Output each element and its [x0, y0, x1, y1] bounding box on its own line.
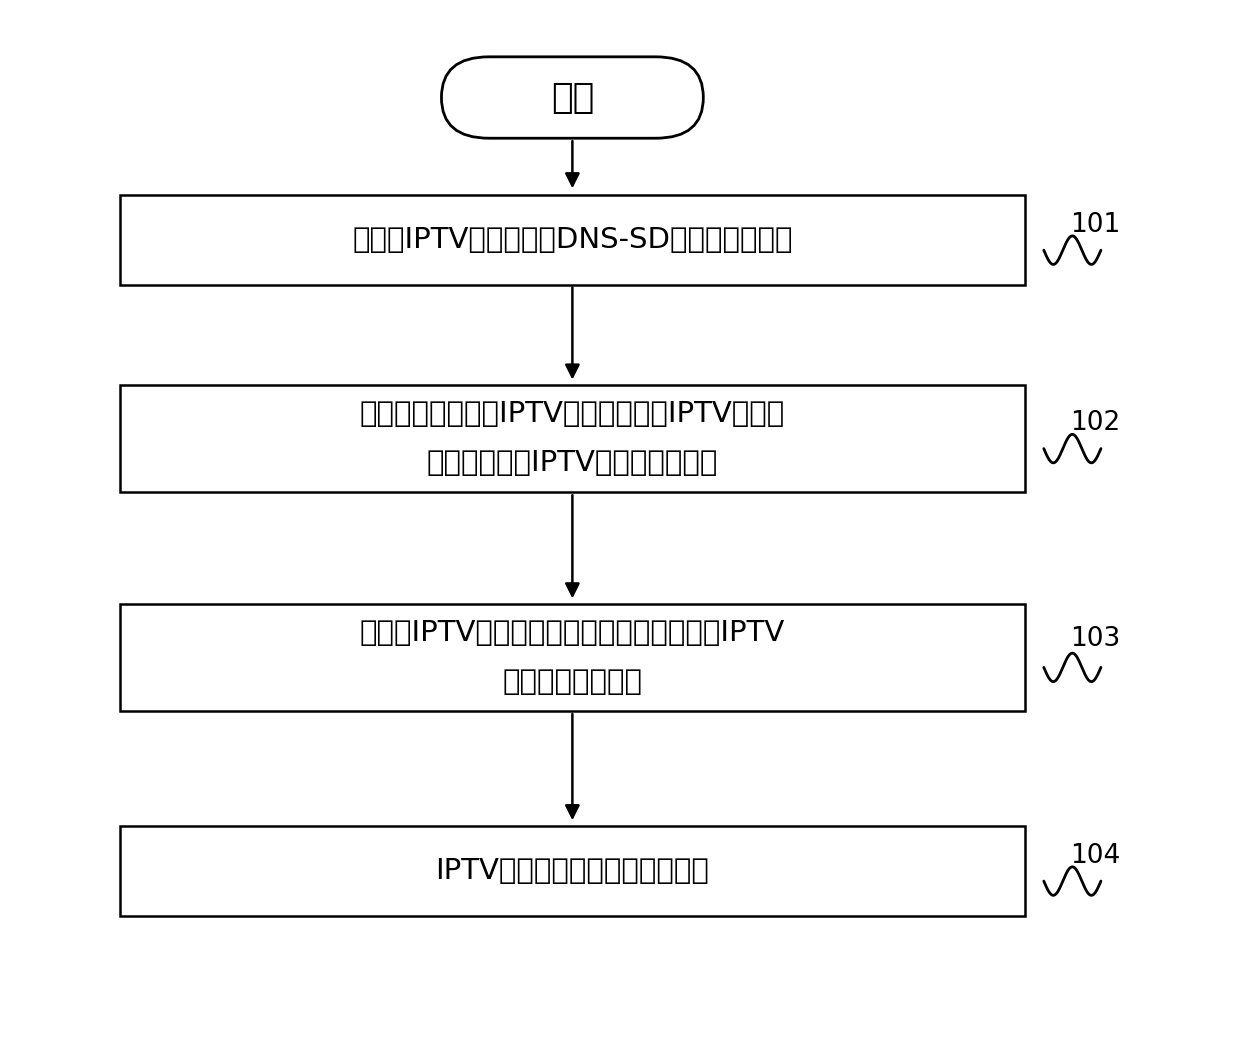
Text: 接收到IPTV终端发送的DNS-SD协议的查询报文: 接收到IPTV终端发送的DNS-SD协议的查询报文: [352, 226, 792, 254]
Text: 101: 101: [1070, 212, 1120, 237]
Text: 终端发送配置信息: 终端发送配置信息: [502, 668, 642, 695]
Text: 102: 102: [1070, 410, 1120, 436]
Bar: [120, 385, 1024, 492]
Text: IPTV终端根据配置信息进行配置: IPTV终端根据配置信息进行配置: [435, 856, 709, 885]
Text: 104: 104: [1070, 843, 1120, 868]
Text: 当判断IPTV终端发送的认证码有效后，则向IPTV: 当判断IPTV终端发送的认证码有效后，则向IPTV: [360, 619, 785, 647]
Text: 基于查询报文判断IPTV终端是否为新IPTV用户，: 基于查询报文判断IPTV终端是否为新IPTV用户，: [360, 400, 785, 428]
Text: 开始: 开始: [551, 81, 594, 114]
FancyBboxPatch shape: [441, 57, 703, 138]
Bar: [120, 604, 1024, 710]
Text: 如果是，则向IPTV终端请求认证码: 如果是，则向IPTV终端请求认证码: [427, 448, 718, 477]
Bar: [120, 195, 1024, 285]
Text: 103: 103: [1070, 625, 1120, 652]
Bar: [120, 826, 1024, 916]
